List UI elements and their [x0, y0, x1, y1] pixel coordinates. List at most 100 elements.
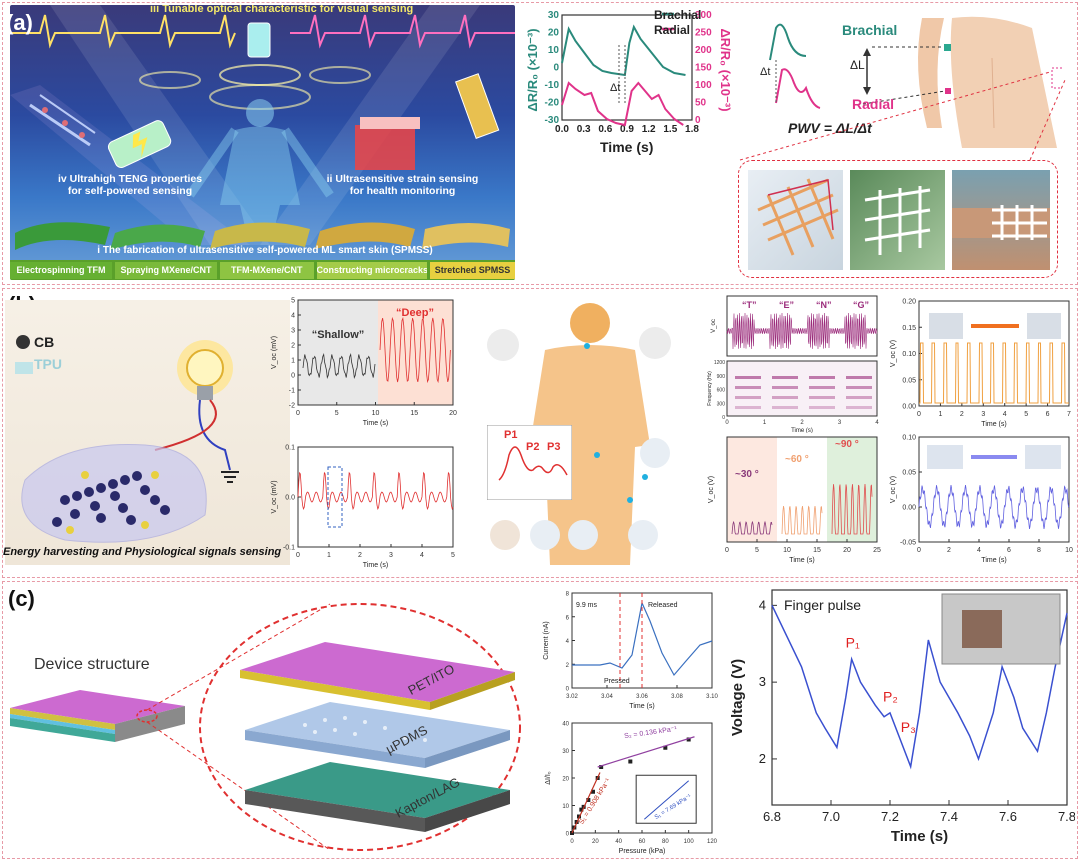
x-tick-label: 1	[938, 411, 942, 418]
released-label: Released	[648, 602, 678, 609]
spectrogram-band	[772, 386, 798, 389]
angle-series	[731, 520, 773, 535]
x-tick-label: 3.04	[601, 694, 613, 700]
x-tick-label: 3.08	[671, 694, 683, 700]
shallow-label: “Shallow”	[312, 329, 365, 341]
y-tick-label: 30	[562, 749, 569, 755]
data-point	[599, 765, 604, 769]
plot-frame	[771, 589, 1068, 806]
y-tick-label-right: 150	[695, 63, 712, 74]
x-tick-label: 4	[875, 420, 879, 426]
x-axis-label: Time (s)	[891, 828, 948, 845]
angle-series	[831, 483, 873, 535]
x-tick-label: 3.10	[706, 694, 718, 700]
hand-photo-open	[927, 445, 963, 469]
y-tick-label: 0.05	[902, 470, 916, 477]
finger-photo-finger	[962, 610, 1002, 648]
step-4: Constructing microcracks	[316, 262, 427, 279]
pwv-connector-lines	[739, 71, 1066, 161]
spectrogram-band	[735, 406, 761, 409]
x-tick-label: 0.9	[620, 124, 634, 135]
x-tick-label: 0	[917, 547, 921, 554]
x-tick-label: 3	[981, 411, 985, 418]
x-tick-label: 0	[296, 410, 300, 417]
y-axis-label: V_oc (V)	[890, 340, 897, 367]
y-tick-label: 0.0	[285, 495, 295, 502]
step-3: TFM-MXene/CNT	[220, 262, 314, 279]
y-tick-label: 0.20	[902, 299, 916, 306]
p3-label: P₃	[901, 719, 916, 735]
s1-label: S₁ = 0.908 kPa⁻¹	[578, 777, 612, 826]
body-figure	[487, 303, 671, 565]
pwv-dt-label: Δt	[760, 66, 771, 78]
x-tick-label: 0	[725, 420, 729, 426]
x-tick-label: 0	[570, 839, 574, 845]
x-tick-label: 6	[1007, 547, 1011, 554]
spectrogram-band	[809, 386, 835, 389]
wave-p3: P3	[547, 441, 561, 453]
y-tick-label: 0	[566, 832, 570, 838]
legend-tpu: TPU	[34, 356, 62, 372]
data-point	[591, 789, 595, 794]
pwv-dl-label: ΔL	[850, 58, 865, 72]
y-tick-label: 0.15	[902, 325, 916, 332]
plot-frame	[561, 14, 693, 121]
wave-p1: P1	[504, 429, 518, 441]
y-tick-label: 600	[717, 388, 726, 394]
x-tick-label: 0.0	[555, 124, 569, 135]
letter-label: “T”	[742, 300, 757, 310]
x-tick-label: 5	[451, 552, 455, 559]
x-tick-label: 7.0	[822, 809, 840, 824]
y-axis-label-bottom: Frequency (Hz)	[707, 371, 713, 406]
panel-a-illustration: iii Tunable optical characteristic for v…	[10, 5, 515, 280]
x-tick-label: 40	[615, 839, 622, 845]
y-tick-label: 6	[566, 615, 570, 621]
y-tick-label-left: 30	[548, 10, 560, 21]
y-tick-label: 40	[562, 722, 569, 728]
ms-label: 9.9 ms	[576, 602, 598, 609]
step-5: Stretched SPMSS	[430, 262, 515, 279]
x-axis-label: Time (s)	[981, 421, 1006, 428]
y-tick-label: 10	[562, 804, 569, 810]
pressed-label: Pressed	[604, 678, 630, 685]
x-axis-label: Time (s)	[363, 562, 388, 569]
spectrogram-band	[735, 386, 761, 389]
smart-skin-illustration	[10, 5, 515, 280]
spectrogram-band	[846, 386, 872, 389]
device-structure-title: Device structure	[34, 656, 150, 673]
letter-label: “E”	[779, 300, 794, 310]
sensor-photo-frame	[738, 160, 1058, 278]
y-tick-label-right: 200	[695, 45, 712, 56]
x-tick-label: 4	[420, 552, 424, 559]
panel-b	[2, 288, 1078, 578]
pwv-formula: PWV = ΔL/Δt	[788, 120, 872, 136]
fabrication-steps: Electrospinning TFM Spraying MXene/CNT T…	[10, 262, 515, 279]
panel-a-label: (a)	[6, 10, 33, 35]
spectrogram-band	[772, 396, 798, 399]
finger-pulse-chart: 6.8 7.0 7.2 7.4 7.6 7.8 4 3 2 Time (s) Voltage (V)…	[730, 589, 1075, 845]
x-tick-label: 0	[917, 411, 921, 418]
x-axis-label: Time (s)	[791, 428, 813, 433]
x-tick-label: 100	[684, 839, 695, 845]
pulse-series	[297, 471, 454, 511]
y-tick-label: 1200	[714, 360, 725, 366]
angle-label: ~60 °	[785, 454, 809, 465]
y-tick-label-right: 50	[695, 98, 707, 109]
y-tick-label: -1	[289, 388, 295, 395]
y-tick-label: 1	[291, 358, 295, 365]
x-tick-label: 2	[947, 547, 951, 554]
y-tick-label: 5	[291, 298, 295, 305]
spectrogram-band	[846, 376, 872, 379]
x-tick-label: 1.5	[663, 124, 677, 135]
angle-series	[781, 505, 823, 535]
y-tick-label-left: 20	[548, 28, 560, 39]
x-tick-label: 0.3	[577, 124, 591, 135]
panel-c	[2, 581, 1078, 859]
y-tick-label-left: -10	[545, 80, 560, 91]
radial-series	[561, 81, 684, 127]
x-tick-label: 10	[372, 410, 380, 417]
pulse-dt-label: Δt	[610, 82, 621, 94]
pwv-brachial-label: Brachial	[842, 22, 898, 38]
pwv-radial-label: Radial	[852, 96, 895, 112]
